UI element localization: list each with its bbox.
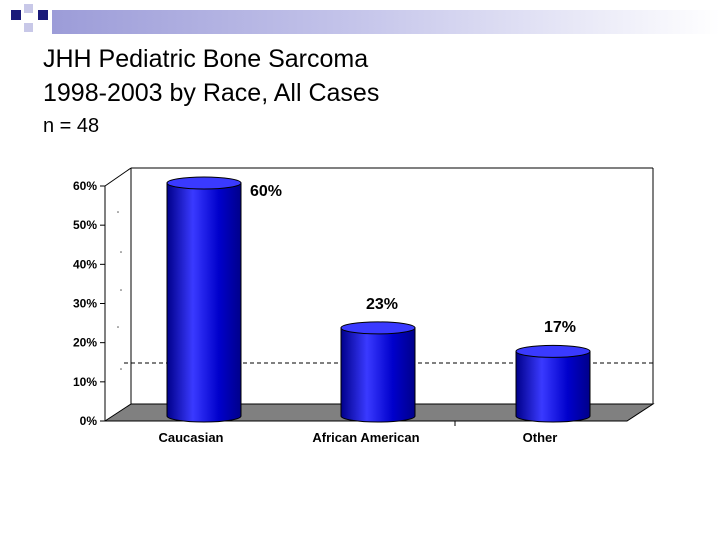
- corner-decoration: [11, 4, 48, 32]
- slide-title-line-1: JHH Pediatric Bone Sarcoma: [43, 45, 369, 73]
- bar-top: [340, 321, 416, 335]
- y-tick-label: 10%: [73, 375, 97, 389]
- y-tick-label: 40%: [73, 257, 97, 271]
- category-labels: Caucasian African American Other: [158, 430, 557, 445]
- bar-top: [515, 344, 591, 358]
- y-tick-label: 30%: [73, 297, 97, 311]
- bar: [515, 344, 591, 423]
- header-band: [52, 10, 720, 34]
- bars: [166, 176, 591, 423]
- bar-body: [515, 350, 591, 423]
- y-tick-label: 60%: [73, 179, 97, 193]
- slide-subtitle: n = 48: [43, 115, 100, 137]
- y-axis-ticks: 0% 10% 20% 30% 40% 50% 60%: [73, 179, 105, 428]
- data-label: 60%: [250, 183, 282, 200]
- bar-top: [166, 176, 242, 190]
- data-labels: 60% 23% 17%: [250, 183, 576, 336]
- bar: [340, 321, 416, 423]
- slide-title-line-2: 1998-2003 by Race, All Cases: [43, 79, 380, 107]
- bar-body: [166, 182, 242, 423]
- category-label: Other: [523, 430, 558, 445]
- category-label: African American: [312, 430, 419, 445]
- y-tick-label: 50%: [73, 218, 97, 232]
- y-tick-label: 0%: [80, 414, 98, 428]
- data-label: 17%: [544, 319, 576, 336]
- bar: [166, 176, 242, 423]
- y-tick-label: 20%: [73, 336, 97, 350]
- category-label: Caucasian: [158, 430, 223, 445]
- data-label: 23%: [366, 296, 398, 313]
- bar-body: [340, 327, 416, 423]
